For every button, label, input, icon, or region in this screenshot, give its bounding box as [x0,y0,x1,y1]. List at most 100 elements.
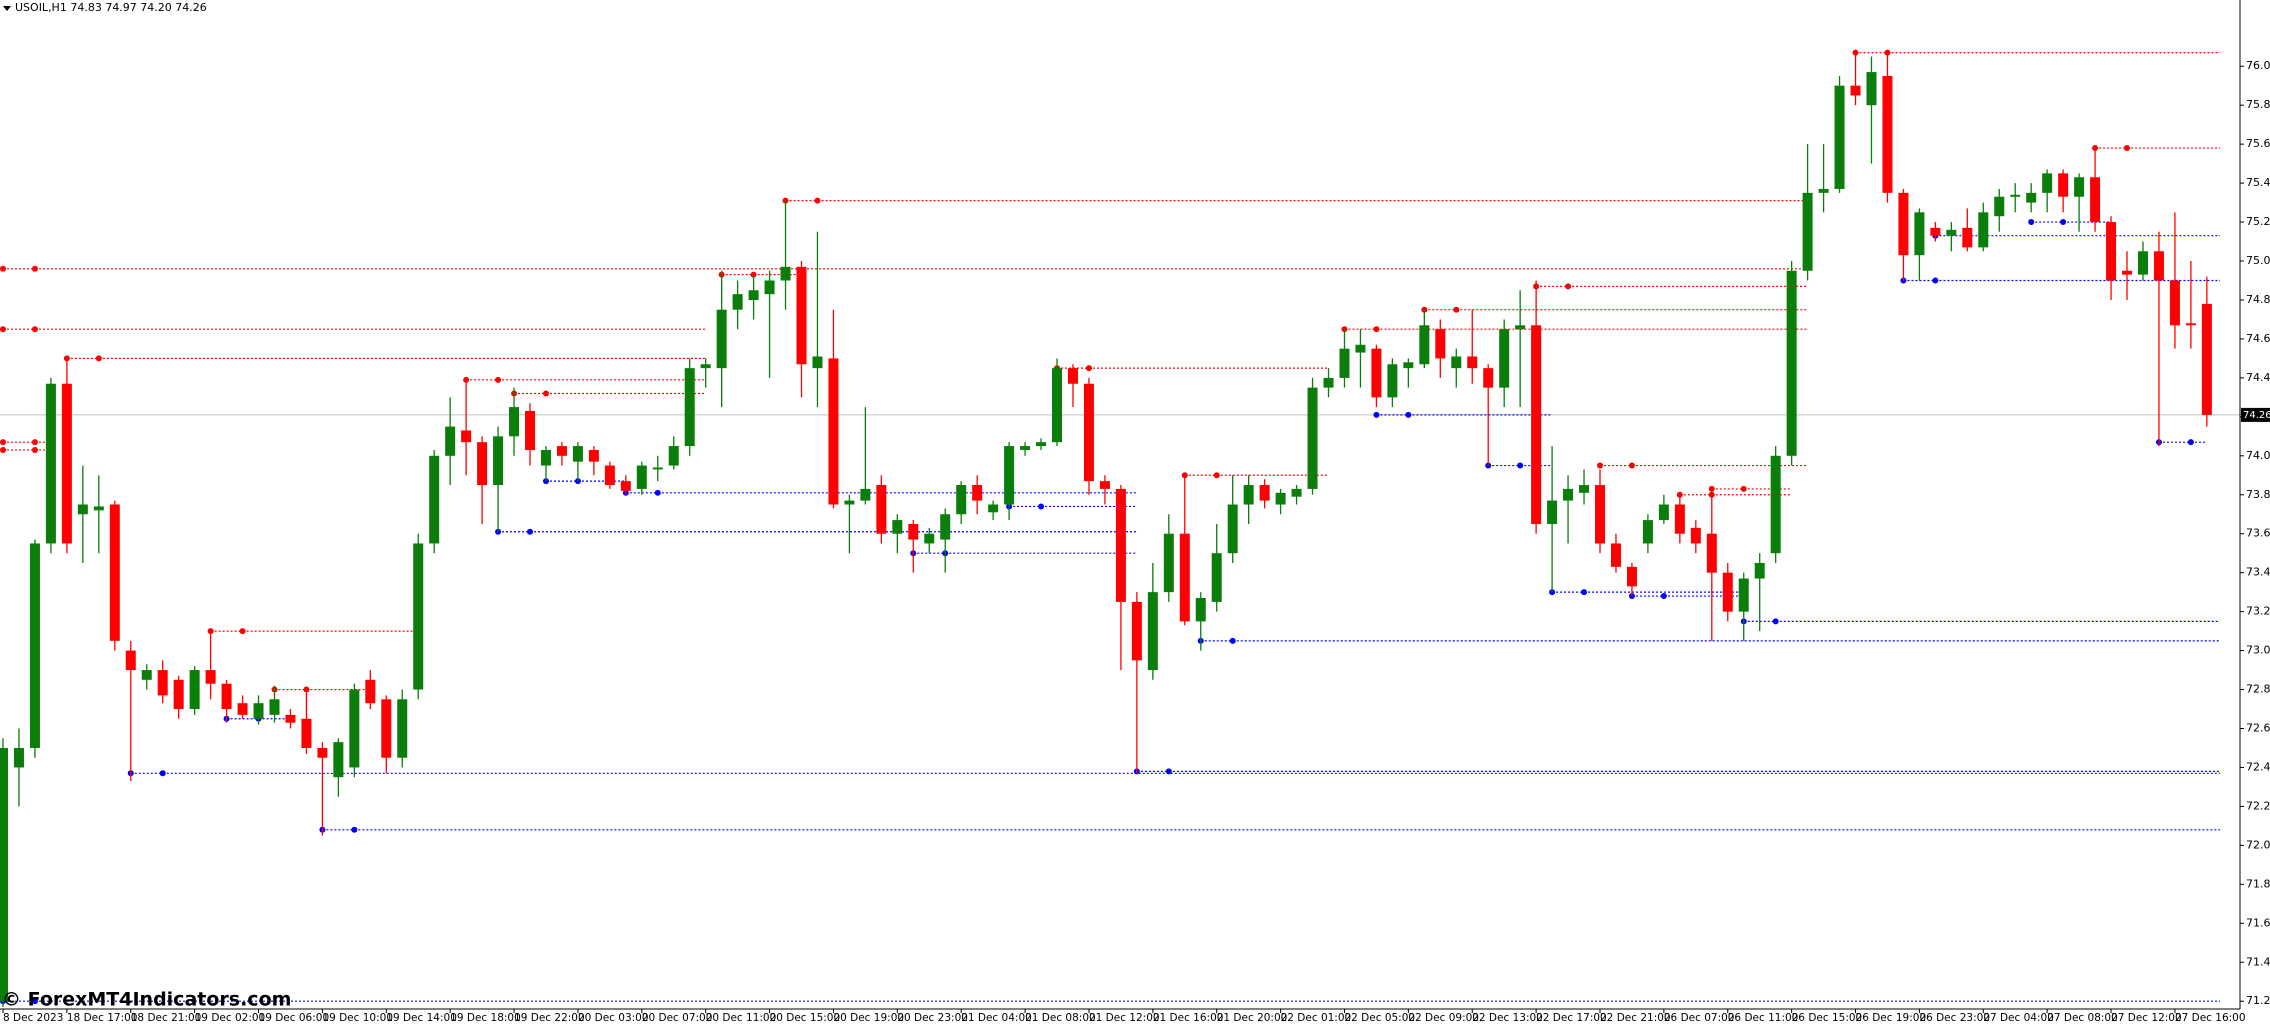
candle-body [1419,325,1430,365]
level-dot [1038,503,1045,510]
candle-body [2010,194,2021,197]
x-tick-label: 19 Dec 02:00 [195,1012,266,1024]
level-dot [1660,593,1667,600]
candle-body [1531,325,1542,524]
y-tick-label: 71.25 [2246,994,2270,1007]
x-tick-label: 21 Dec 12:00 [1089,1012,1160,1024]
y-tick-label: 72.25 [2246,799,2270,812]
candle-body [620,481,631,491]
candle-body [1754,562,1765,579]
level-dot [1405,411,1412,418]
candle-body [828,358,839,505]
candle-body [1307,387,1318,489]
candle-body [1387,364,1398,398]
menu-arrow[interactable] [3,6,11,11]
candle-body [1052,368,1063,443]
candle-body [1850,85,1861,96]
candle-body [588,449,599,462]
candle-body [1131,601,1142,661]
level-dot [2060,219,2067,226]
level-dot [1229,637,1236,644]
level-dot [351,826,358,833]
x-tick-label: 20 Dec 19:00 [833,1012,904,1024]
candle-body [2185,323,2196,326]
candle-body [1147,592,1158,671]
candle-body [2026,192,2037,203]
level-dot [1932,277,1939,284]
x-tick-label: 21 Dec 04:00 [961,1012,1032,1024]
x-tick-label: 19 Dec 18:00 [450,1012,521,1024]
candle-body [381,699,392,758]
y-tick-label: 72.65 [2246,722,2270,735]
candle-body [1499,329,1510,388]
level-dot [31,326,38,333]
y-tick-label: 75.85 [2246,98,2270,111]
level-dot [814,197,821,204]
candle-body [141,670,152,680]
y-tick-label: 73.05 [2246,644,2270,657]
candle-body [29,543,40,748]
candle-body [988,504,999,513]
candle-body [1547,500,1558,524]
y-tick-label: 72.85 [2246,683,2270,696]
x-tick-label: 22 Dec 17:00 [1536,1012,1607,1024]
candle-body [764,280,775,295]
candle-body [1722,572,1733,612]
candle-body [716,309,727,369]
bid-label-bg [2241,407,2270,422]
x-tick-label: 26 Dec 07:00 [1664,1012,1735,1024]
y-tick-label: 75.65 [2246,137,2270,150]
candle-body [429,455,440,544]
y-tick-label: 71.85 [2246,877,2270,890]
y-tick-label: 72.45 [2246,760,2270,773]
y-tick-label: 71.45 [2246,955,2270,968]
candle-body [1882,75,1893,193]
candle-body [1067,368,1078,384]
level-dot [1772,618,1779,625]
candle-body [668,446,679,466]
candle-body [572,446,583,462]
candle-body [796,266,807,365]
candle-body [349,689,360,768]
candle-body [1515,325,1526,330]
x-tick-label: 27 Dec 12:00 [2111,1012,2182,1024]
candle-body [1339,348,1350,378]
level-dot [1085,365,1092,372]
bid-label: 74.26 [2243,410,2270,421]
candle-body [461,430,472,443]
level-dot [2124,145,2131,152]
candle-body [1962,227,1973,248]
candle-body [189,670,200,710]
level-dot [1373,411,1380,418]
x-tick-label: 26 Dec 19:00 [1856,1012,1927,1024]
level-dot [1453,306,1460,313]
candle-body [2074,177,2085,197]
x-tick-label: 22 Dec 09:00 [1408,1012,1479,1024]
y-tick-label: 74.45 [2246,371,2270,384]
candle-body [1563,488,1574,501]
candle-body [860,488,871,501]
candle-body [556,446,567,456]
candle-body [2169,280,2180,326]
x-tick-label: 20 Dec 07:00 [642,1012,713,1024]
candle-body [253,703,264,719]
x-tick-label: 21 Dec 16:00 [1153,1012,1224,1024]
level-dot [0,439,6,446]
candle-body [1914,212,1925,256]
candle-body [1227,504,1238,554]
x-tick-label: 20 Dec 23:00 [897,1012,968,1024]
level-dot [31,998,38,1005]
candle-body [1099,481,1110,489]
y-tick-label: 71.65 [2246,916,2270,929]
x-tick-label: 19 Dec 22:00 [514,1012,585,1024]
x-tick-label: 20 Dec 15:00 [770,1012,841,1024]
level-dot [31,265,38,272]
candle-body [477,442,488,486]
candle-body [2090,177,2101,223]
level-dot [1213,472,1220,479]
x-tick-label: 27 Dec 04:00 [1983,1012,2054,1024]
x-tick-label: 19 Dec 06:00 [259,1012,330,1024]
candle-body [1706,533,1717,573]
x-tick-label: 19 Dec 14:00 [386,1012,457,1024]
